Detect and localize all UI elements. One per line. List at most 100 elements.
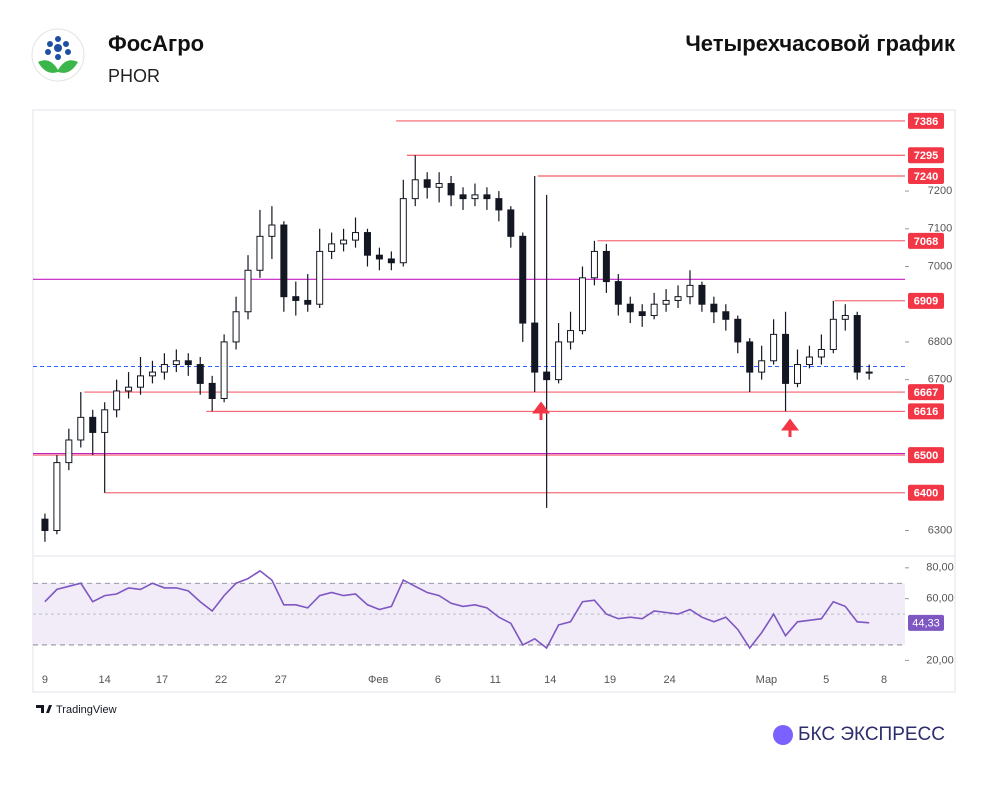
candle-body <box>567 330 575 343</box>
candle-body <box>841 315 849 320</box>
x-tick-label: 11 <box>490 674 501 686</box>
candle-body <box>196 364 204 384</box>
candle-body <box>101 409 109 433</box>
level-label: 6667 <box>914 387 938 399</box>
level-badge <box>908 112 944 129</box>
candle-body <box>65 439 73 464</box>
x-tick-label: 8 <box>881 674 887 686</box>
candle-body <box>160 364 168 373</box>
level-label: 7295 <box>914 150 938 162</box>
arrow <box>781 418 799 437</box>
x-tick-label: 27 <box>275 674 287 686</box>
rsi-line <box>44 569 870 650</box>
y-tick-label: 7000 <box>928 260 952 272</box>
candle-body <box>829 318 837 350</box>
candle-body <box>125 386 133 392</box>
candle-body <box>280 224 288 298</box>
arrow <box>532 401 550 420</box>
candle-body <box>686 284 694 298</box>
x-tick-label: 22 <box>215 674 227 686</box>
x-tick-label: Фев <box>368 674 388 686</box>
level-badge <box>908 292 944 309</box>
candle-body <box>113 390 121 411</box>
current-label: 44,33 <box>912 618 940 630</box>
candle-body <box>89 416 97 433</box>
level-badge <box>908 403 944 420</box>
candle-body <box>698 284 706 305</box>
logo <box>31 28 85 82</box>
candle-body <box>662 299 670 305</box>
level-label: 6500 <box>914 450 938 462</box>
candle-body <box>590 250 598 279</box>
level-badge <box>908 384 944 401</box>
brand: БКС ЭКСПРЕСС <box>798 724 945 745</box>
candle-body <box>399 198 407 264</box>
candle-body <box>746 341 754 373</box>
candle-body <box>602 250 610 283</box>
y-tick-label: 7100 <box>928 223 952 235</box>
candle-body <box>638 311 646 317</box>
candle-body <box>471 194 479 200</box>
candle-body <box>208 382 216 399</box>
y-tick-label: 6300 <box>928 524 952 536</box>
candle-body <box>793 364 801 384</box>
candle-body <box>340 239 348 245</box>
candle-body <box>758 360 766 373</box>
candle-body <box>722 311 730 320</box>
candle-body <box>770 333 778 362</box>
candle-body <box>614 281 622 305</box>
candle-body <box>507 209 515 237</box>
candle-body <box>817 348 825 358</box>
level-label: 6400 <box>914 488 938 500</box>
tv-logo <box>36 705 52 713</box>
candle-body <box>328 243 336 252</box>
x-tick-label: 5 <box>823 674 829 686</box>
x-tick-label: 6 <box>435 674 441 686</box>
candle-body <box>674 296 682 301</box>
level-badge <box>908 147 944 164</box>
candle-body <box>304 299 312 305</box>
candle-body <box>519 235 527 324</box>
candle-body <box>387 258 395 264</box>
level-label: 7386 <box>914 116 938 128</box>
candle-body <box>316 250 324 305</box>
candle-body <box>734 318 742 343</box>
candle-body <box>578 277 586 332</box>
company: ФосАгро <box>108 31 204 56</box>
y-tick-label: 6700 <box>928 374 952 386</box>
candle-body <box>483 194 491 200</box>
y-tick-label: 20,00 <box>926 654 954 666</box>
y-tick-label: 80,00 <box>926 562 954 574</box>
x-tick-label: 17 <box>156 674 168 686</box>
candle-body <box>352 232 360 241</box>
candle-body <box>805 356 813 366</box>
candle-body <box>137 375 145 388</box>
y-tick-label: 6800 <box>928 336 952 348</box>
x-tick-label: 14 <box>99 674 111 686</box>
candle-body <box>232 311 240 343</box>
candle-body <box>148 371 156 377</box>
candle-body <box>435 183 443 188</box>
candle-body <box>555 341 563 381</box>
source: TradingView <box>56 704 117 716</box>
candle-body <box>363 232 371 256</box>
level-badge <box>908 447 944 464</box>
candle-body <box>268 224 276 237</box>
candle-body <box>531 322 539 373</box>
candle-body <box>220 341 228 399</box>
level-badge <box>908 232 944 249</box>
candle-body <box>543 371 551 381</box>
candle-body <box>853 315 861 373</box>
candle-body <box>77 416 85 441</box>
candle-body <box>53 462 61 531</box>
candle-body <box>495 198 503 211</box>
current-badge <box>908 614 944 631</box>
y-tick-label: 7200 <box>928 185 952 197</box>
candle-body <box>447 183 455 196</box>
candle-body <box>256 235 264 271</box>
panel <box>32 109 956 693</box>
candle-body <box>172 360 180 366</box>
x-tick-label: 19 <box>604 674 616 686</box>
level-label: 7240 <box>914 171 938 183</box>
candle-body <box>650 303 658 317</box>
